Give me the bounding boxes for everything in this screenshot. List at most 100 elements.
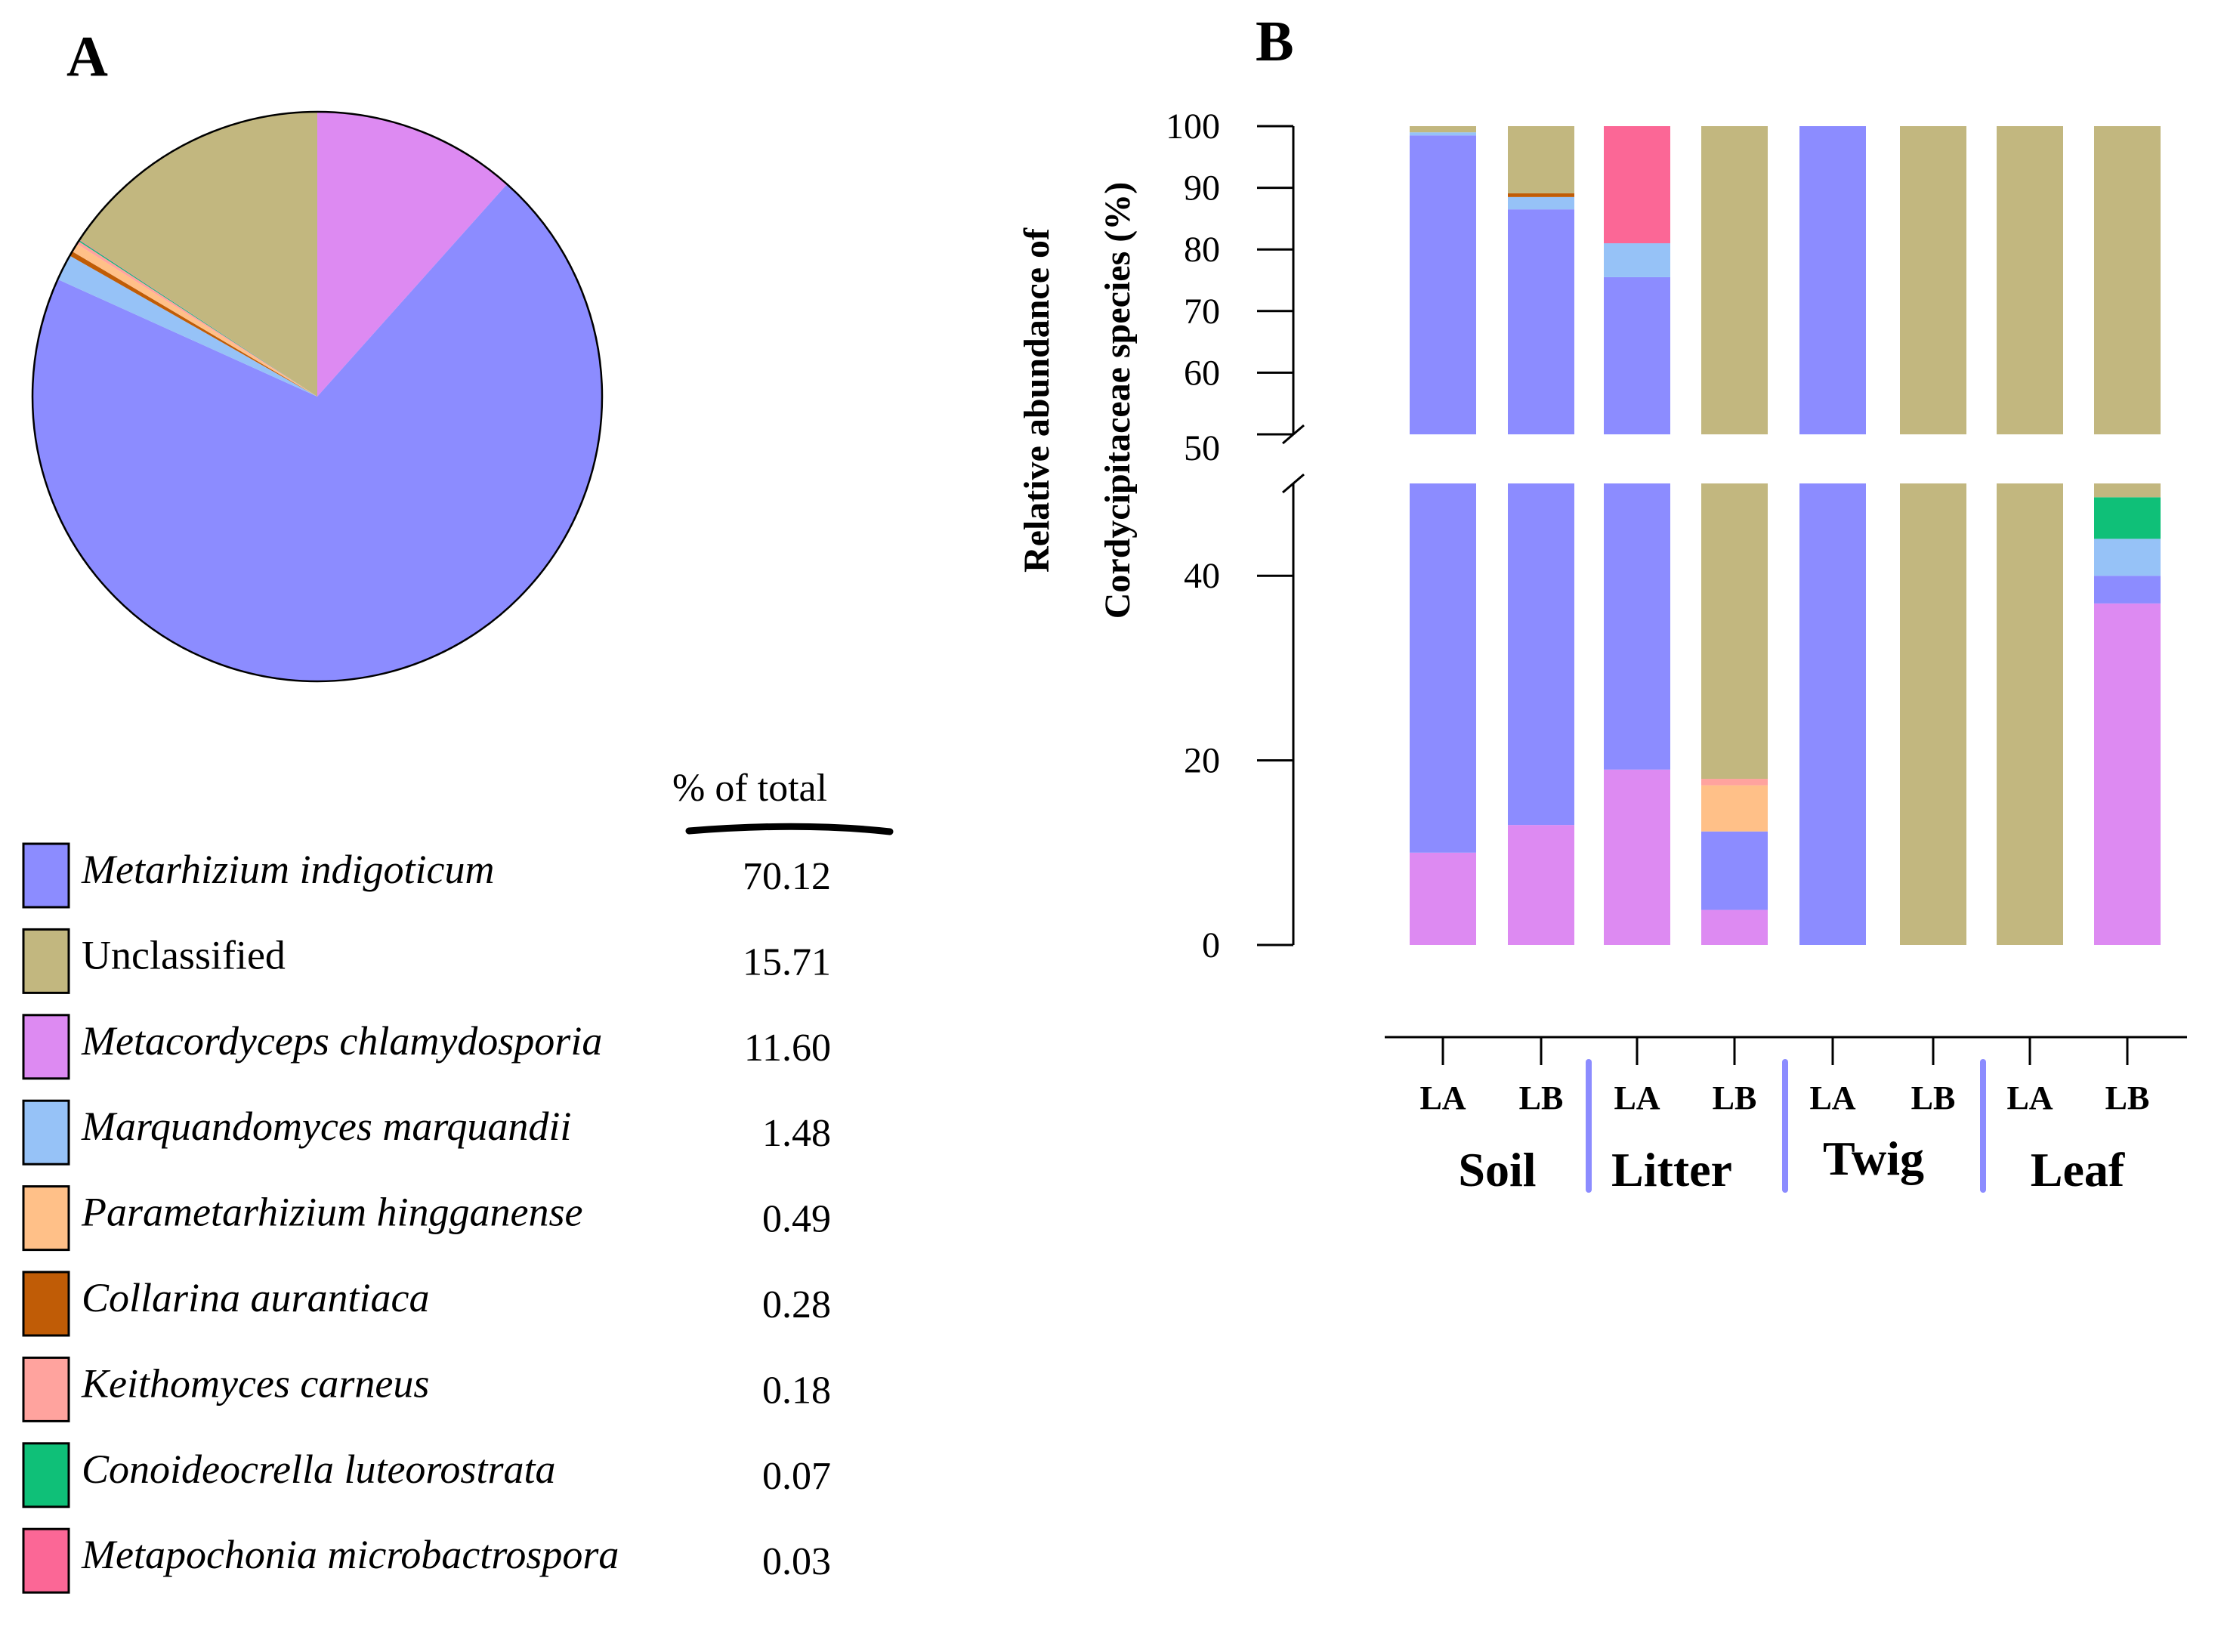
x-tick-label: LB xyxy=(1713,1079,1757,1116)
legend: % of total Metarhizium indigoticum 70.12 U… xyxy=(22,767,894,1594)
bar-segment-metarhizium-indigoticum-lower xyxy=(1508,483,1574,826)
legend-item-unclassified: Unclassified 15.71 xyxy=(22,928,831,994)
group-label-soil: Soil xyxy=(1458,1143,1536,1197)
legend-swatch xyxy=(22,1014,70,1080)
pie-slice-keithomyces-carneus xyxy=(76,241,317,397)
bar-segment-metarhizium-indigoticum-upper xyxy=(1410,135,1476,435)
bar-segment-metarhizium-indigoticum-lower xyxy=(1604,483,1670,770)
y-tick-label: 70 xyxy=(1184,292,1220,332)
bar-segment-metarhizium-indigoticum-upper xyxy=(1799,126,1866,434)
legend-swatch xyxy=(22,1356,70,1422)
legend-item-metacordyceps-chlamydosporia: Metacordyceps chlamydosporia 11.60 xyxy=(22,1014,831,1080)
x-tick-label: LA xyxy=(1419,1079,1466,1116)
stacked-bar-chart: 0 20 40 50 60 70 80 90 100 Relative abundance of… xyxy=(1017,107,2187,1197)
pie-outline xyxy=(31,110,604,683)
bar-segment-metacordyceps-chlamydosporia-lower xyxy=(1701,909,1768,945)
bar-segment-unclassified-upper xyxy=(1701,126,1768,434)
bar-segment-unclassified-upper xyxy=(1508,126,1574,193)
bar-8-lb xyxy=(2094,126,2161,945)
bar-segment-metarhizium-indigoticum-lower xyxy=(2094,576,2161,604)
legend-swatch xyxy=(22,1271,70,1337)
bar-segment-conoideocrella-luteorostrata-lower xyxy=(2094,497,2161,539)
legend-label: Metacordyceps chlamydosporia xyxy=(81,1018,602,1064)
y-axis-label-line-2: Cordycipitaceae species (%) xyxy=(1098,182,1138,619)
bar-segment-marquandomyces-marquandii-upper xyxy=(1508,196,1574,210)
legend-swatch xyxy=(22,1442,70,1508)
panel-b-label: B xyxy=(1256,10,1294,73)
bar-segment-unclassified-lower xyxy=(1900,483,1966,945)
legend-label: Marquandomyces marquandii xyxy=(81,1104,571,1149)
y-axis-label: Relative abundance of Cordycipitaceae sp… xyxy=(1017,182,1138,619)
bar-segment-marquandomyces-marquandii-upper xyxy=(1604,243,1670,277)
bar-4-lb xyxy=(1701,126,1768,945)
pie-slice-conoideocrella-luteorostrata xyxy=(79,239,318,397)
legend-swatch xyxy=(22,842,70,909)
legend-value: 0.03 xyxy=(762,1540,831,1583)
legend-label: Metarhizium indigoticum xyxy=(81,847,495,892)
legend-item-conoideocrella-luteorostrata: Conoideocrella luteorostrata 0.07 xyxy=(22,1442,831,1508)
legend-label: Metapochonia microbactrospora xyxy=(81,1532,619,1577)
bar-segment-metacordyceps-chlamydosporia-lower xyxy=(2094,603,2161,945)
x-tick-label: LB xyxy=(1911,1079,1956,1116)
group-label-litter: Litter xyxy=(1611,1143,1732,1197)
legend-label: Keithomyces carneus xyxy=(81,1360,429,1406)
pie-slice-unclassified xyxy=(79,112,317,397)
y-tick-label: 40 xyxy=(1184,556,1220,596)
bar-segment-metapochonia-microbactrospora-upper xyxy=(1604,126,1670,244)
x-tick-label: LB xyxy=(2105,1079,2150,1116)
bar-segment-unclassified-upper xyxy=(1410,126,1476,133)
bar-segment-metarhizium-indigoticum-lower xyxy=(1799,483,1866,945)
bar-segment-collarina-aurantiaca-upper xyxy=(1508,193,1574,197)
bar-segment-unclassified-upper xyxy=(1997,126,2063,434)
y-tick-label: 50 xyxy=(1184,428,1220,468)
bar-segment-keithomyces-carneus-lower xyxy=(1701,779,1768,786)
bar-7-la xyxy=(1997,126,2063,945)
y-tick-label: 90 xyxy=(1184,168,1220,208)
legend-item-metarhizium-indigoticum: Metarhizium indigoticum 70.12 xyxy=(22,842,831,909)
axis-break-mark xyxy=(1282,473,1305,494)
legend-item-marquandomyces-marquandii: Marquandomyces marquandii 1.48 xyxy=(22,1099,831,1166)
legend-label: Collarina aurantiaca xyxy=(82,1275,430,1320)
bar-segment-unclassified-lower xyxy=(1997,483,2063,945)
bar-segment-metacordyceps-chlamydosporia-lower xyxy=(1508,825,1574,945)
bar-segment-metarhizium-indigoticum-lower xyxy=(1410,483,1476,853)
x-tick-label: LA xyxy=(1614,1079,1660,1116)
legend-value: 1.48 xyxy=(762,1112,831,1155)
bar-3-la xyxy=(1604,126,1670,945)
bar-segment-metarhizium-indigoticum-lower xyxy=(1701,831,1768,910)
y-axis-label-line-1: Relative abundance of xyxy=(1017,227,1057,573)
legend-value: 0.07 xyxy=(762,1455,831,1498)
legend-swatch xyxy=(22,1099,70,1166)
legend-item-collarina-aurantiaca: Collarina aurantiaca 0.28 xyxy=(22,1271,831,1337)
panel-a-label: A xyxy=(66,25,108,88)
bar-segment-metacordyceps-chlamydosporia-lower xyxy=(1604,769,1670,945)
legend-item-parametarhizium-hingganense: Parametarhizium hingganense 0.49 xyxy=(22,1185,831,1252)
legend-swatch xyxy=(22,1185,70,1252)
group-label-twig: Twig xyxy=(1823,1132,1924,1185)
legend-value: 70.12 xyxy=(743,855,831,898)
legend-value: 0.28 xyxy=(762,1283,831,1326)
group-label-leaf: Leaf xyxy=(2031,1143,2125,1197)
legend-item-metapochonia-microbactrospora: Metapochonia microbactrospora 0.03 xyxy=(22,1527,831,1594)
bar-segment-metacordyceps-chlamydosporia-lower xyxy=(1410,852,1476,945)
legend-label: Parametarhizium hingganense xyxy=(81,1190,582,1235)
legend-header: % of total xyxy=(672,767,827,810)
y-tick-label: 0 xyxy=(1202,925,1220,965)
legend-label: Unclassified xyxy=(82,932,286,977)
legend-label: Conoideocrella luteorostrata xyxy=(82,1447,555,1492)
y-axis: 0 20 40 50 60 70 80 90 100 xyxy=(1166,107,1305,965)
x-axis: LA LB LA LB LA LB LA LB Soil Litter Twig Leaf xyxy=(1385,1036,2187,1197)
legend-swatch xyxy=(22,1527,70,1594)
legend-item-keithomyces-carneus: Keithomyces carneus 0.18 xyxy=(22,1356,831,1422)
y-tick-label: 100 xyxy=(1166,107,1220,147)
pie-slice-marquandomyces-marquandii xyxy=(57,255,317,397)
pie-slice-collarina-aurantiaca xyxy=(70,251,318,397)
bar-segment-unclassified-lower xyxy=(2094,483,2161,498)
bar-segment-unclassified-lower xyxy=(1701,483,1768,780)
legend-value: 15.71 xyxy=(743,940,831,983)
bar-segment-marquandomyces-marquandii-lower xyxy=(2094,539,2161,576)
legend-swatch xyxy=(22,928,70,994)
bar-2-lb xyxy=(1508,126,1574,945)
bar-5-la xyxy=(1799,126,1866,945)
bar-6-lb xyxy=(1900,126,1966,945)
